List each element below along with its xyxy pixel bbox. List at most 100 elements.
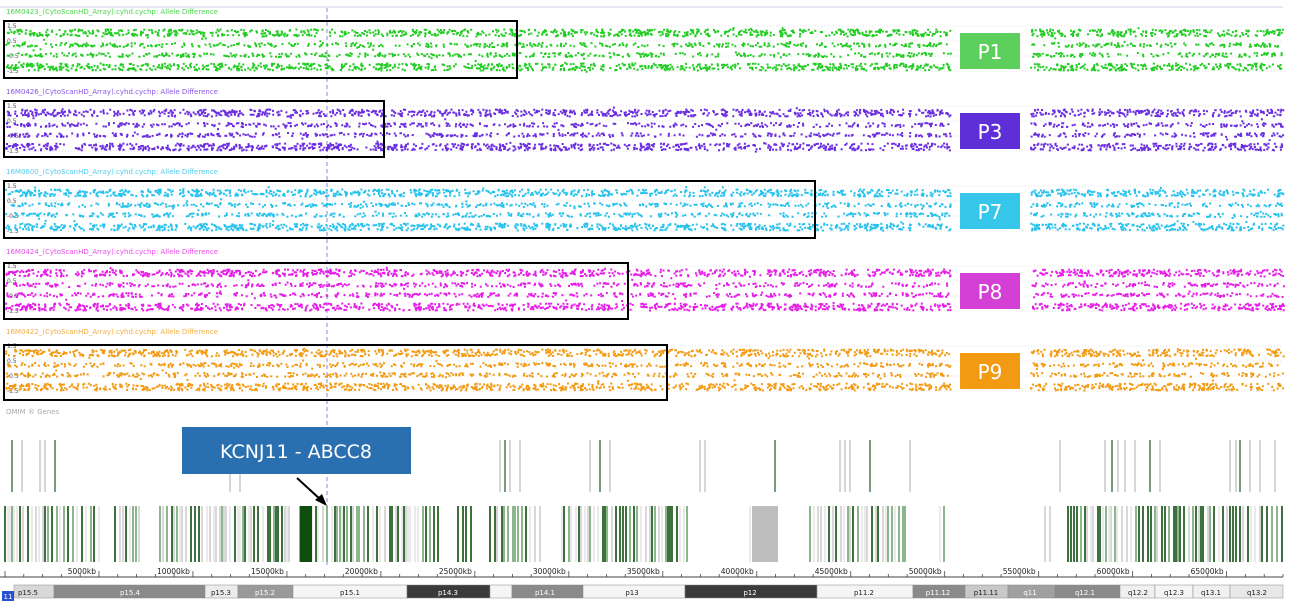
allele-outliers bbox=[1043, 27, 1212, 69]
allele-points bbox=[1035, 292, 1284, 298]
ruler-tick-label: 50000kb bbox=[909, 567, 942, 576]
badge-p3: P3 bbox=[960, 113, 1020, 149]
ideogram-band[interactable] bbox=[1229, 584, 1284, 599]
track-axis-label: 1.5 bbox=[7, 263, 17, 270]
allele-points bbox=[6, 292, 950, 298]
ideogram-band-label: q11 bbox=[1023, 589, 1036, 597]
allele-points bbox=[5, 222, 952, 232]
ideogram-band-label: q12.2 bbox=[1128, 589, 1148, 597]
ideogram-band-label: p11.12 bbox=[926, 589, 950, 597]
allele-points bbox=[1030, 132, 1285, 138]
allele-points bbox=[1030, 202, 1283, 208]
track-axis-label: -1.5 bbox=[7, 388, 19, 395]
badge-p1: P1 bbox=[960, 33, 1020, 69]
tracks-layer: 1.5 0.5 -0.5 -1.5 1.5 0.5 -0.5 -1.5 1.5 0.5 -0.5 -1… bbox=[5, 23, 1285, 395]
allele-points bbox=[1032, 302, 1285, 312]
allele-points bbox=[1032, 52, 1283, 58]
allele-points bbox=[1030, 122, 1284, 128]
ruler-tick-label: 65000kb bbox=[1191, 567, 1224, 576]
allele-points bbox=[1030, 212, 1283, 218]
track-axis-label: 0.5 bbox=[7, 358, 17, 365]
track-axis-label: -0.5 bbox=[7, 213, 19, 220]
track-axis-label: -1.5 bbox=[7, 308, 19, 315]
ruler-tick-label: 25000kb bbox=[439, 567, 472, 576]
allele-points bbox=[5, 188, 952, 198]
ideogram-band-label: p15.2 bbox=[255, 589, 275, 597]
track-axis-label: -0.5 bbox=[7, 293, 19, 300]
track-axis-label: -1.5 bbox=[7, 68, 19, 75]
badge-p8: P8 bbox=[960, 273, 1020, 309]
track-title-p9: 16M0422_(CytoScanHD_Array).cyhd.cychp: A… bbox=[6, 328, 218, 336]
track-axis-label: 0.5 bbox=[7, 278, 17, 285]
chromosome-ideogram[interactable]: p15.5 p15.4 p15.3 p15.2 p15.1 p14.3 p14.1 p13 p1… bbox=[2, 584, 1284, 601]
allele-points bbox=[1030, 142, 1284, 152]
track-title-p7: 16M0600_(CytoScanHD_Array).cyhd.cychp: A… bbox=[6, 168, 218, 176]
ruler-tick-label: 15000kb bbox=[251, 567, 284, 576]
allele-track-p7: 1.5 0.5 -0.5 -1.5 bbox=[5, 183, 1285, 235]
allele-points bbox=[1030, 62, 1283, 72]
omim-gene-block bbox=[300, 506, 312, 562]
allele-points bbox=[1030, 382, 1284, 392]
highlight-box-p1 bbox=[3, 20, 518, 79]
ideogram-marker bbox=[2, 591, 14, 601]
allele-points bbox=[1030, 372, 1284, 378]
highlight-box-p8 bbox=[3, 262, 629, 320]
track-axis-label: -1.5 bbox=[7, 148, 19, 155]
allele-points bbox=[6, 362, 952, 368]
track-axis-label: -1.5 bbox=[7, 228, 19, 235]
allele-points bbox=[1030, 222, 1285, 232]
ruler-tick-label: 55000kb bbox=[1003, 567, 1036, 576]
ideogram-band[interactable] bbox=[489, 584, 513, 599]
allele-points bbox=[1031, 42, 1279, 48]
ideogram-marker-label: 11 bbox=[4, 593, 13, 601]
ideogram-band-label: p13 bbox=[625, 589, 638, 597]
track-axis-label: -0.5 bbox=[7, 53, 19, 60]
omim-gene-block bbox=[752, 506, 778, 562]
callout-label: KCNJ11 - ABCC8 bbox=[220, 441, 372, 463]
ideogram-band-label: p14.1 bbox=[535, 589, 555, 597]
allele-points bbox=[6, 52, 952, 58]
ideogram-band-label: p15.5 bbox=[18, 589, 38, 597]
ideogram-band-label: p14.3 bbox=[438, 589, 458, 597]
allele-track-p8: 1.5 0.5 -0.5 -1.5 bbox=[5, 263, 1285, 315]
allele-points bbox=[1030, 28, 1284, 38]
allele-points bbox=[1032, 268, 1285, 278]
allele-points bbox=[1031, 282, 1285, 288]
allele-points bbox=[1032, 362, 1279, 368]
track-title-p8: 16M0424_(CytoScanHD_Array).cyhd.cychp: A… bbox=[6, 248, 218, 256]
badge-p9: P9 bbox=[960, 353, 1020, 389]
allele-points bbox=[6, 108, 952, 118]
allele-points bbox=[1030, 188, 1285, 198]
track-axis-label: 0.5 bbox=[7, 118, 17, 125]
allele-points bbox=[5, 382, 952, 392]
ruler-tick-label: 20000kb bbox=[345, 567, 378, 576]
allele-track-p9: 1.5 0.5 -0.5 -1.5 bbox=[5, 343, 1285, 395]
ruler-tick-label: 5000kb bbox=[68, 567, 96, 576]
ruler-tick-label: 40000kb bbox=[721, 567, 754, 576]
track-axis-label: 1.5 bbox=[7, 183, 17, 190]
genes-track-label: OMIM ® Genes bbox=[6, 408, 60, 416]
allele-points bbox=[1030, 348, 1285, 358]
ideogram-band-label: q12.1 bbox=[1075, 589, 1095, 597]
badge-p7: P7 bbox=[960, 193, 1020, 229]
track-axis-label: 1.5 bbox=[7, 23, 17, 30]
badge-label-p8: P8 bbox=[978, 280, 1003, 304]
allele-points bbox=[6, 28, 952, 38]
ideogram-band-label: p11.11 bbox=[974, 589, 998, 597]
allele-points bbox=[5, 212, 951, 218]
badge-label-p9: P9 bbox=[978, 360, 1003, 384]
ideogram-band-label: q13.2 bbox=[1247, 589, 1267, 597]
highlight-box-p3 bbox=[3, 100, 385, 158]
track-axis-label: 1.5 bbox=[7, 343, 17, 350]
ideogram-band-label: p15.4 bbox=[120, 589, 141, 597]
omim-genes-track bbox=[4, 440, 1283, 562]
allele-points bbox=[5, 62, 952, 72]
highlight-box-p7 bbox=[3, 180, 816, 239]
allele-points bbox=[1030, 108, 1285, 118]
track-axis-label: -0.5 bbox=[7, 373, 19, 380]
allele-points bbox=[5, 302, 952, 312]
allele-points bbox=[5, 348, 951, 358]
ideogram-band-label: p15.1 bbox=[340, 589, 360, 597]
gene-callout: KCNJ11 - ABCC8 bbox=[182, 427, 411, 474]
